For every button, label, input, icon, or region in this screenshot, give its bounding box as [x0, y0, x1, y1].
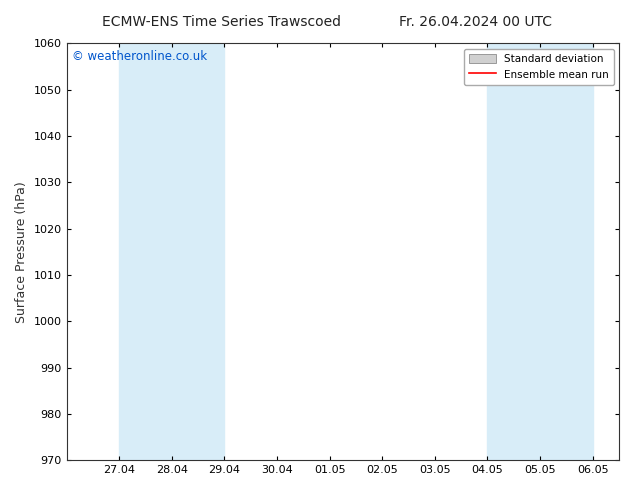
Bar [488, 44, 593, 460]
Text: © weatheronline.co.uk: © weatheronline.co.uk [72, 50, 207, 63]
Bar [119, 44, 224, 460]
Legend: Standard deviation, Ensemble mean run: Standard deviation, Ensemble mean run [464, 49, 614, 85]
Y-axis label: Surface Pressure (hPa): Surface Pressure (hPa) [15, 181, 28, 323]
Text: ECMW-ENS Time Series Trawscoed: ECMW-ENS Time Series Trawscoed [103, 15, 341, 29]
Text: Fr. 26.04.2024 00 UTC: Fr. 26.04.2024 00 UTC [399, 15, 552, 29]
